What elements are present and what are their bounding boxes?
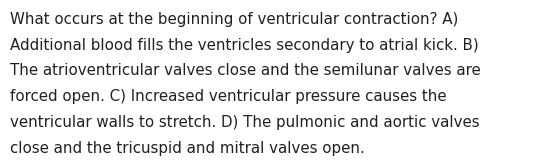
Text: Additional blood fills the ventricles secondary to atrial kick. B): Additional blood fills the ventricles se… <box>10 38 479 53</box>
Text: forced open. C) Increased ventricular pressure causes the: forced open. C) Increased ventricular pr… <box>10 89 446 104</box>
Text: What occurs at the beginning of ventricular contraction? A): What occurs at the beginning of ventricu… <box>10 12 459 27</box>
Text: ventricular walls to stretch. D) The pulmonic and aortic valves: ventricular walls to stretch. D) The pul… <box>10 115 480 130</box>
Text: The atrioventricular valves close and the semilunar valves are: The atrioventricular valves close and th… <box>10 63 481 78</box>
Text: close and the tricuspid and mitral valves open.: close and the tricuspid and mitral valve… <box>10 141 365 156</box>
